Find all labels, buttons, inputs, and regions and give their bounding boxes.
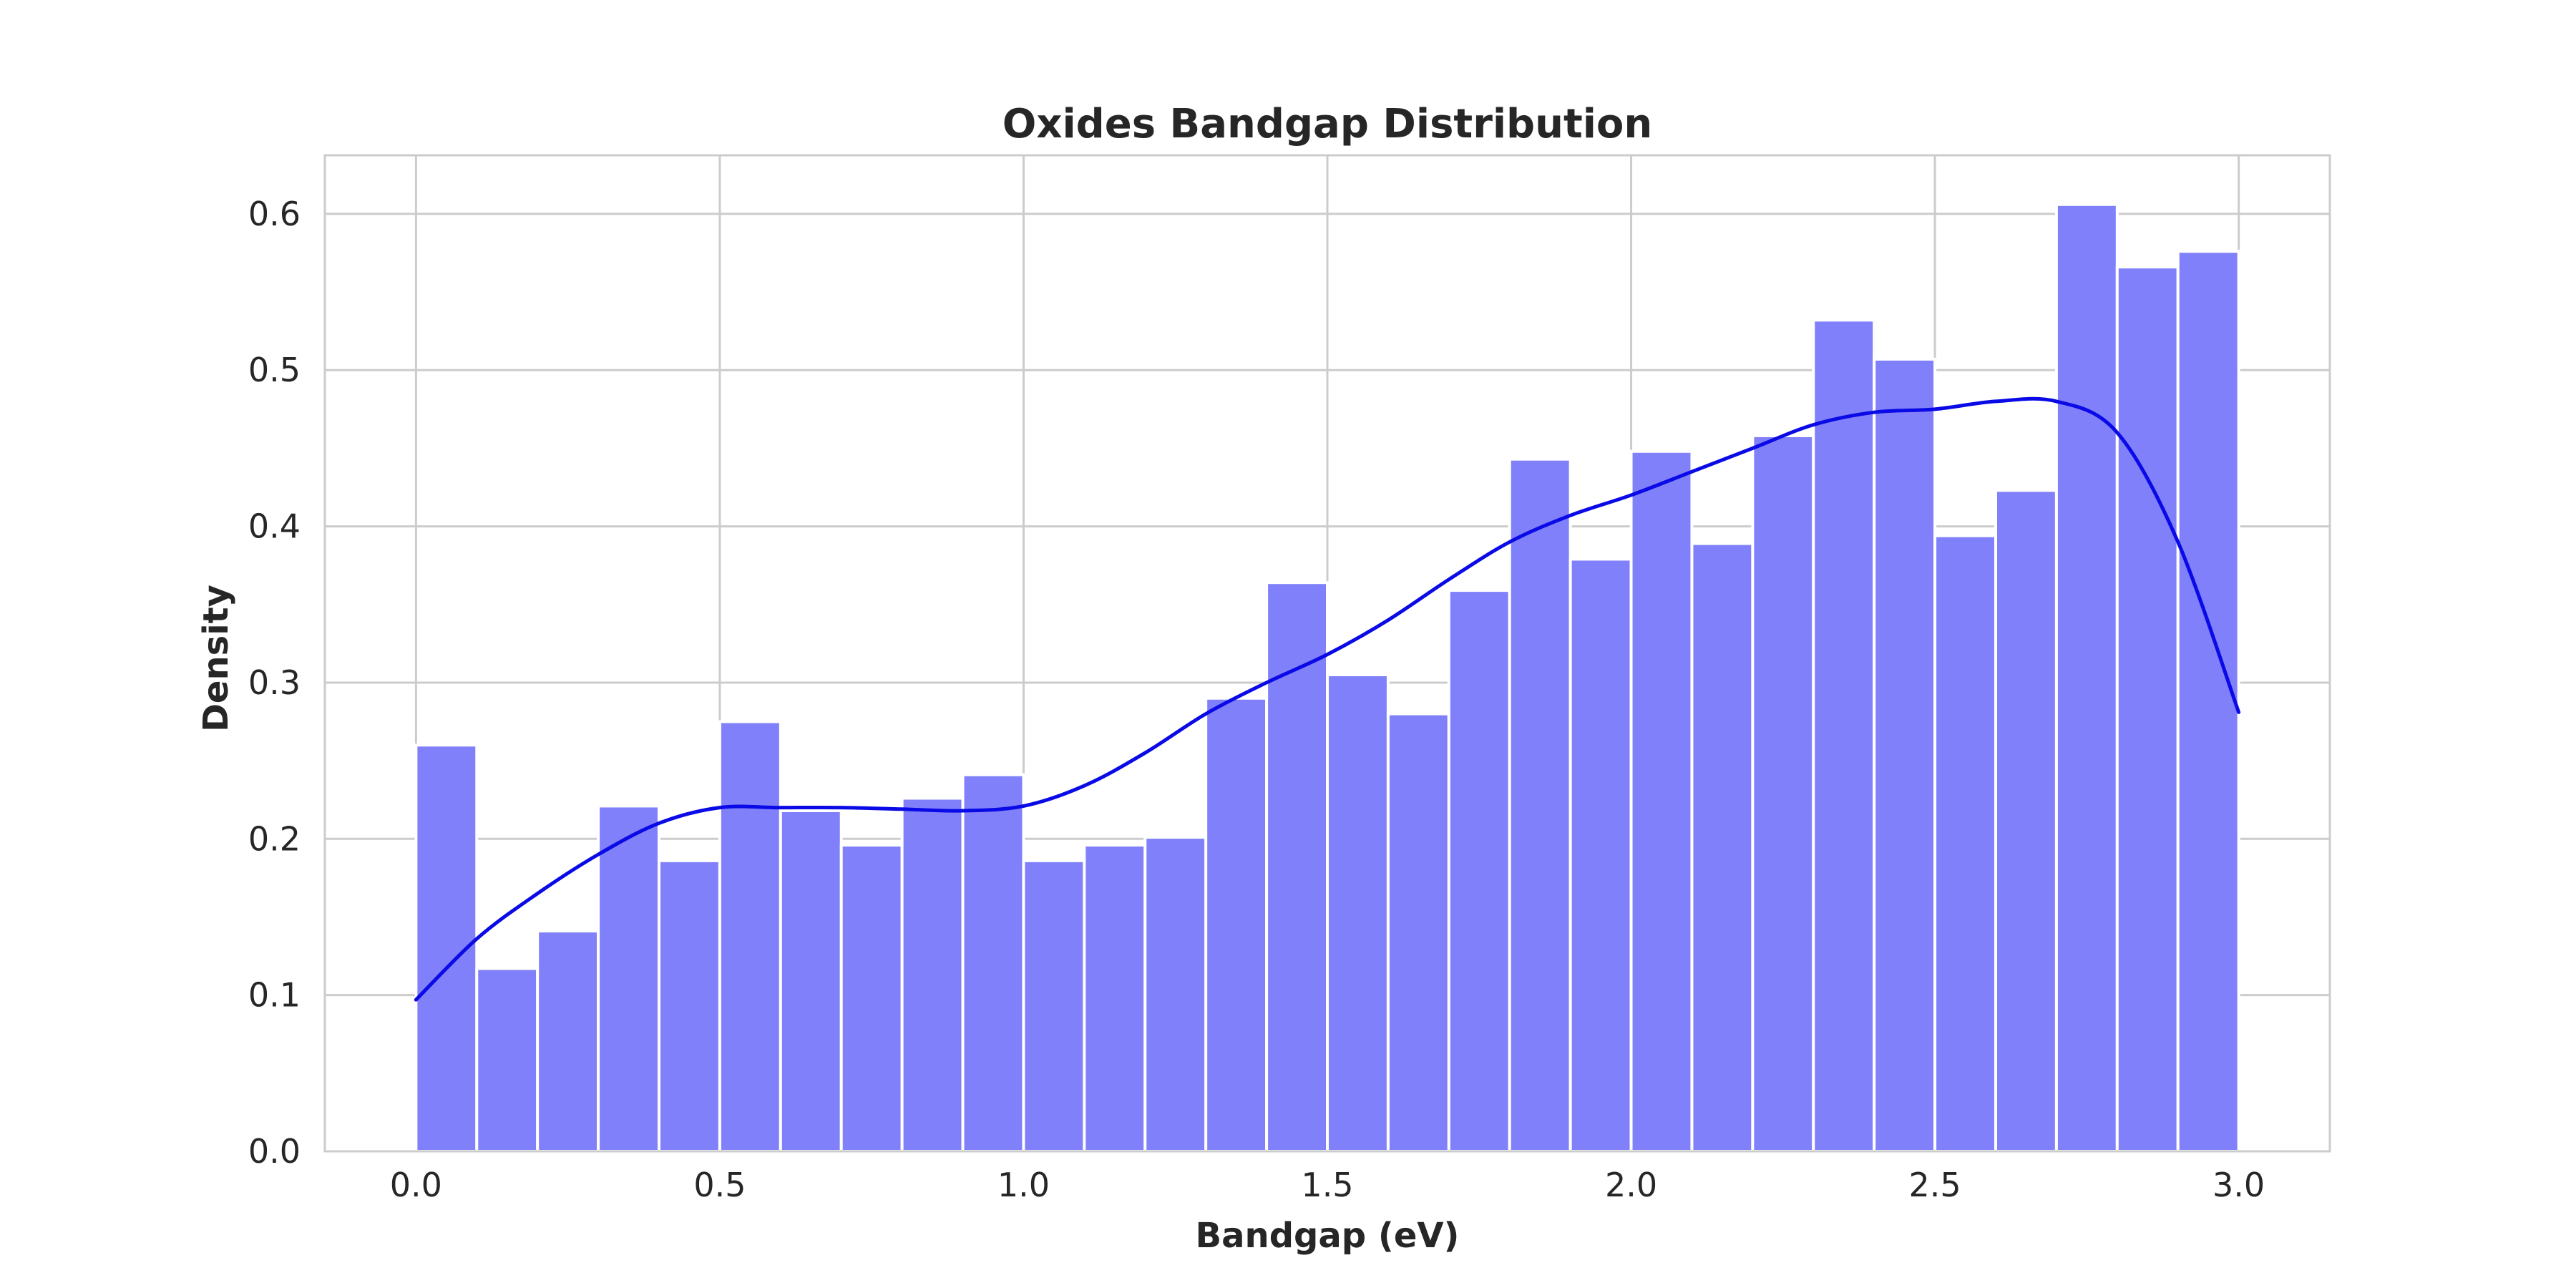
histogram-bar [1326,673,1390,1153]
histogram-bar [900,796,965,1153]
x-tick-label: 1.0 [997,1166,1050,1204]
x-tick-label: 3.0 [2212,1166,2265,1204]
y-tick-label: 0.2 [248,819,301,858]
histogram-bar [1751,434,1815,1153]
histogram-bar [1447,589,1511,1153]
x-tick-label: 0.5 [693,1166,746,1204]
y-axis-label: Density [196,585,236,732]
histogram-bar [1508,457,1572,1153]
y-tick-label: 0.5 [248,351,301,389]
x-tick-label: 1.5 [1301,1166,1353,1204]
chart-title: Oxides Bandgap Distribution [1002,101,1653,147]
x-tick-label: 0.0 [390,1166,442,1204]
histogram-bar [658,859,721,1153]
histogram-bar [1629,449,1694,1153]
histogram-bar [1386,712,1450,1153]
histogram-bar [1690,542,1755,1153]
histogram-bar [779,809,843,1153]
x-tick-label: 2.0 [1605,1166,1657,1204]
histogram-bar [839,844,904,1153]
histogram-bar [1143,836,1208,1153]
histogram-bars [414,203,2240,1153]
histogram-bar [597,804,660,1153]
histogram-bar [2115,265,2180,1153]
histogram-bar [1204,696,1269,1153]
y-tick-label: 0.1 [248,976,301,1015]
histogram-bar [1812,318,1876,1153]
histogram-bar [536,930,600,1153]
histogram-bar [961,773,1025,1153]
histogram-bar [1022,859,1086,1153]
x-axis-label: Bandgap (eV) [1196,1216,1460,1256]
y-tick-label: 0.3 [248,663,301,702]
histogram-bar [718,720,782,1153]
histogram-bar [1873,357,1937,1153]
histogram-bar [1083,844,1147,1153]
histogram-bar [2176,250,2240,1153]
histogram-bar [1994,489,2058,1153]
y-axis-ticks: 0.0 0.1 0.2 0.3 0.4 0.5 0.6 [248,195,301,1171]
x-tick-label: 2.5 [1909,1166,1961,1204]
y-tick-label: 0.6 [248,195,301,233]
histogram-bar [1568,557,1633,1153]
y-tick-label: 0.0 [248,1132,301,1171]
x-axis-ticks: 0.0 0.5 1.0 1.5 2.0 2.5 3.0 [390,1166,2265,1204]
y-tick-label: 0.4 [248,507,301,546]
histogram-bar [475,967,540,1153]
plot-frame [323,154,2331,1153]
histogram-bar [2054,203,2119,1153]
kde-curve [414,396,2241,1002]
histogram-bar [1933,534,1997,1153]
